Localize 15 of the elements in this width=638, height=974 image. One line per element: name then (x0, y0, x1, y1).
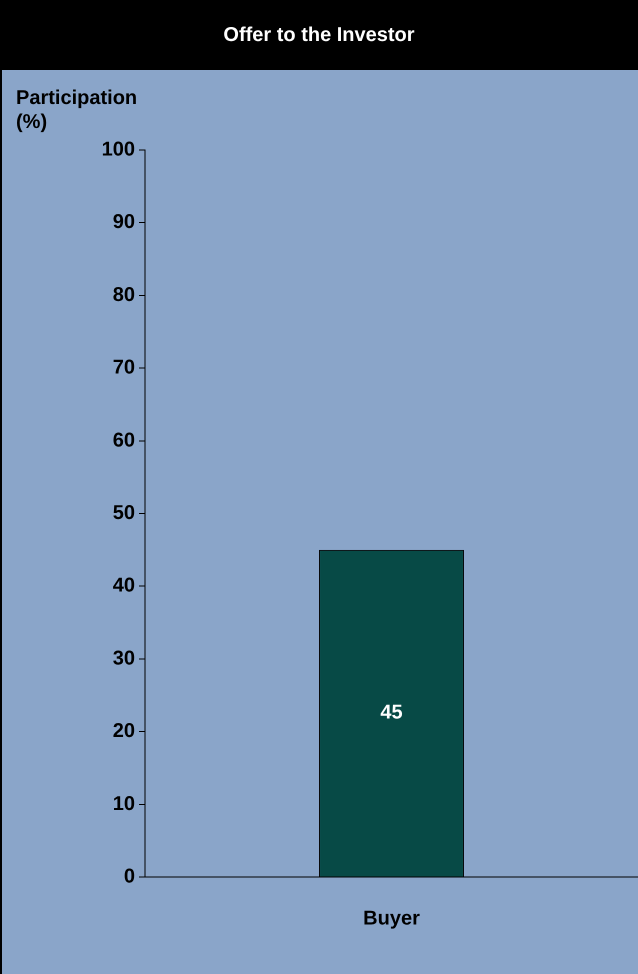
y-tick-label: 10 (112, 792, 135, 815)
y-tick-label: 60 (112, 429, 135, 452)
y-tick-label: 0 (124, 866, 135, 888)
y-tick-label: 50 (112, 502, 135, 524)
y-tick-label: 70 (112, 356, 135, 379)
chart-title: Offer to the Investor (0, 0, 638, 70)
y-tick-label: 20 (112, 720, 135, 742)
y-tick-label: 30 (112, 647, 135, 670)
y-tick-label: 80 (112, 284, 135, 306)
y-tick-label: 100 (102, 138, 135, 161)
y-axis-title: Participation (%) (16, 86, 138, 134)
x-tick-label: Buyer (363, 908, 420, 930)
y-tick-label: 40 (112, 574, 135, 597)
data-label: 45 (380, 702, 403, 724)
y-tick-label: 90 (112, 211, 135, 234)
